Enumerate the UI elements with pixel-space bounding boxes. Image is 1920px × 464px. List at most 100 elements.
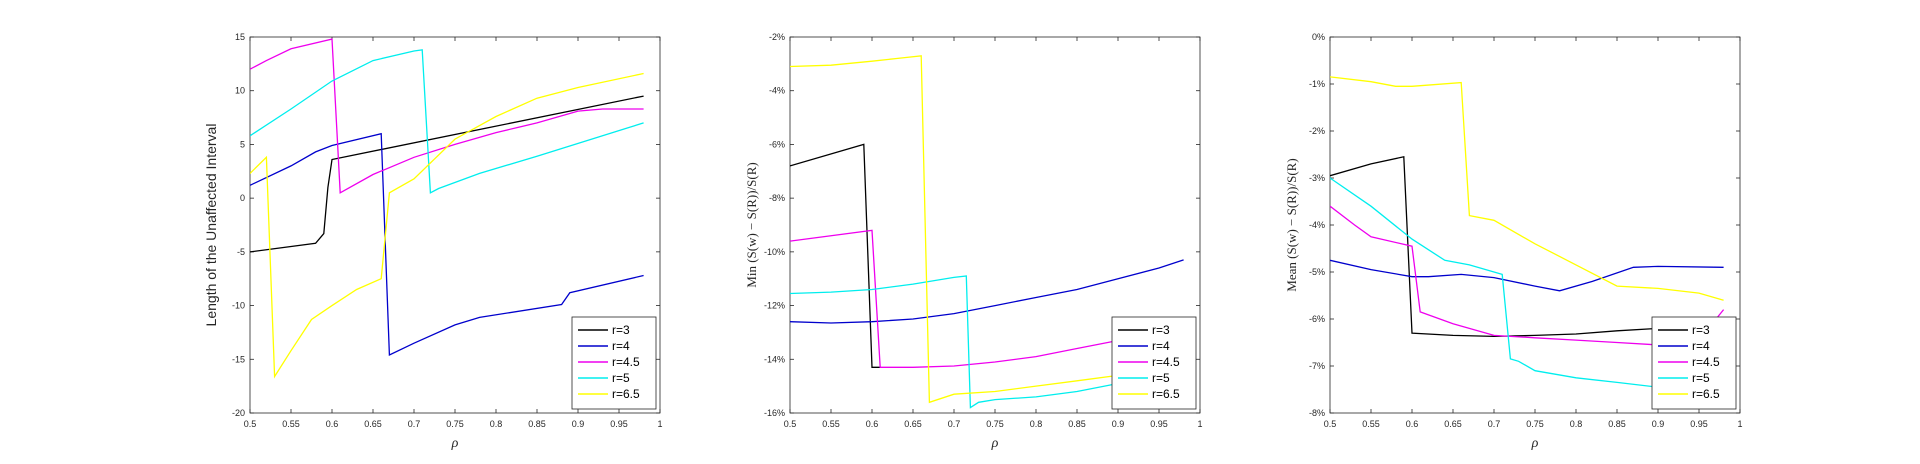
x-tick-label: 0.6 <box>1406 419 1419 429</box>
x-tick-label: 0.85 <box>1068 419 1086 429</box>
y-tick-label: -1% <box>1309 79 1325 89</box>
y-tick-label: -2% <box>769 32 785 42</box>
chart-panel-2: 0.5 0.55 0.6 0.65 0.7 0.75 0.8 0.85 0.9 0.95 1 -16%… <box>744 32 1203 451</box>
x-tick-label: 0.95 <box>610 419 628 429</box>
y-axis-label: Length of the Unaffected Interval <box>203 124 219 327</box>
x-tick-label: 0.65 <box>904 419 922 429</box>
y-tick-label: -2% <box>1309 126 1325 136</box>
x-tick-label: 0.6 <box>326 419 339 429</box>
legend-label: r=3 <box>1152 323 1170 337</box>
legend-label: r=5 <box>612 371 630 385</box>
legend-label: r=5 <box>1692 371 1710 385</box>
legend: r=3 r=4 r=4.5 r=5 r=6.5 <box>1651 316 1737 410</box>
y-tick-label: 0% <box>1312 32 1325 42</box>
legend-label: r=4 <box>612 339 630 353</box>
legend-label: r=6.5 <box>1692 387 1720 401</box>
x-tick-label: 0.8 <box>1030 419 1043 429</box>
x-tick-label: 0.9 <box>1652 419 1665 429</box>
x-tick-label: 0.95 <box>1150 419 1168 429</box>
y-tick-label: -12% <box>764 301 785 311</box>
series-line-r=3 <box>250 95 644 253</box>
series-line-r=4 <box>1330 259 1724 292</box>
series-line-r=5 <box>790 275 1160 409</box>
x-tick-label: 0.75 <box>986 419 1004 429</box>
series-line-r=4 <box>790 259 1184 324</box>
y-tick-label: 5 <box>240 139 245 149</box>
x-tick-label: 0.7 <box>948 419 961 429</box>
legend: r=3 r=4 r=4.5 r=5 r=6.5 <box>1111 316 1197 410</box>
series-line-r=4 <box>250 132 644 357</box>
series-line-r=5 <box>1330 177 1700 391</box>
legend-label: r=4 <box>1152 339 1170 353</box>
series-line-r=6.5 <box>790 55 1160 404</box>
y-axis-label: Mean (S(w) − S(R))/S(R) <box>1284 158 1299 291</box>
x-axis-label: ρ <box>1531 436 1539 451</box>
series-line-r=6.5 <box>250 72 644 379</box>
chart-panel-3: 0.5 0.55 0.6 0.65 0.7 0.75 0.8 0.85 0.9 0.95 1 -8% -… <box>1284 32 1743 451</box>
legend-label: r=6.5 <box>1152 387 1180 401</box>
legend-label: r=6.5 <box>612 387 640 401</box>
x-tick-label: 0.55 <box>822 419 840 429</box>
series-line-r=4.5 <box>790 229 1160 368</box>
x-tick-label: 1 <box>1197 419 1202 429</box>
y-tick-label: -10 <box>232 301 245 311</box>
x-tick-label: 0.7 <box>1488 419 1501 429</box>
x-tick-label: 0.6 <box>866 419 879 429</box>
y-tick-label: -16% <box>764 408 785 418</box>
x-tick-label: 0.5 <box>1324 419 1337 429</box>
x-tick-label: 0.65 <box>364 419 382 429</box>
x-axis-label: ρ <box>991 436 999 451</box>
x-tick-label: 0.55 <box>1362 419 1380 429</box>
y-tick-label: -5% <box>1309 267 1325 277</box>
x-tick-label: 0.5 <box>244 419 257 429</box>
x-tick-label: 0.65 <box>1444 419 1462 429</box>
y-tick-label: -14% <box>764 354 785 364</box>
series-line-r=4.5 <box>250 38 644 194</box>
chart-panel-1: 0.5 0.55 0.6 0.65 0.7 0.75 0.8 0.85 0.9 0.95 1 -20 -… <box>203 32 663 451</box>
legend-label: r=4.5 <box>1152 355 1180 369</box>
legend-label: r=3 <box>612 323 630 337</box>
y-tick-label: -4% <box>1309 220 1325 230</box>
x-tick-label: 0.55 <box>282 419 300 429</box>
legend-label: r=4.5 <box>1692 355 1720 369</box>
x-tick-label: 0.9 <box>572 419 585 429</box>
x-tick-label: 0.75 <box>1526 419 1544 429</box>
x-axis-label: ρ <box>451 436 459 451</box>
x-tick-label: 0.7 <box>408 419 421 429</box>
series-line-r=5 <box>250 49 644 194</box>
x-tick-label: 0.9 <box>1112 419 1125 429</box>
y-tick-label: 0 <box>240 193 245 203</box>
legend-label: r=3 <box>1692 323 1710 337</box>
y-tick-label: -6% <box>1309 314 1325 324</box>
legend-label: r=4.5 <box>612 355 640 369</box>
x-tick-label: 0.95 <box>1690 419 1708 429</box>
legend-label: r=5 <box>1152 371 1170 385</box>
y-tick-label: -7% <box>1309 361 1325 371</box>
y-tick-label: -8% <box>769 193 785 203</box>
y-tick-label: -10% <box>764 247 785 257</box>
series-line-r=3 <box>1330 156 1700 338</box>
x-tick-label: 0.8 <box>1570 419 1583 429</box>
series-line-r=3 <box>790 143 881 368</box>
series-line-r=6.5 <box>1330 76 1724 301</box>
y-tick-label: 15 <box>235 32 245 42</box>
y-tick-label: -15 <box>232 354 245 364</box>
legend-label: r=4 <box>1692 339 1710 353</box>
legend: r=3 r=4 r=4.5 r=5 r=6.5 <box>571 316 657 410</box>
y-tick-label: 10 <box>235 86 245 96</box>
x-tick-label: 0.85 <box>528 419 546 429</box>
y-tick-label: -3% <box>1309 173 1325 183</box>
y-tick-label: -6% <box>769 139 785 149</box>
y-tick-label: -8% <box>1309 408 1325 418</box>
x-tick-label: 1 <box>657 419 662 429</box>
x-tick-label: 1 <box>1737 419 1742 429</box>
y-axis-label: Min (S(w) − S(R))/S(R) <box>744 162 759 287</box>
y-tick-label: -4% <box>769 86 785 96</box>
y-tick-label: -5 <box>237 247 245 257</box>
y-tick-label: -20 <box>232 408 245 418</box>
x-tick-label: 0.5 <box>784 419 797 429</box>
x-tick-label: 0.85 <box>1608 419 1626 429</box>
x-tick-label: 0.8 <box>490 419 503 429</box>
x-tick-label: 0.75 <box>446 419 464 429</box>
